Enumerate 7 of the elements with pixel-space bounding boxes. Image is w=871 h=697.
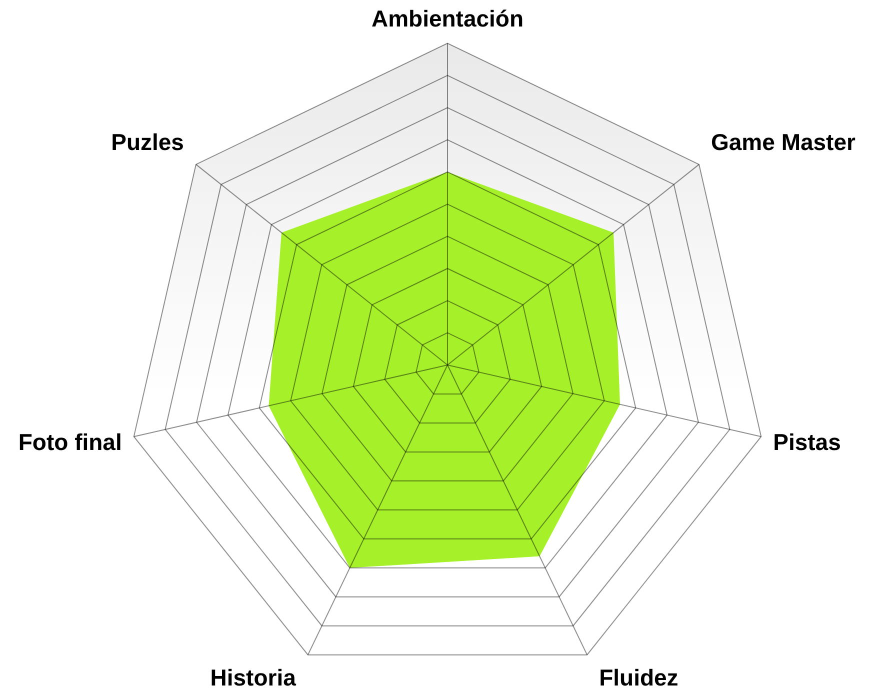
spoke-label: Puzles: [111, 128, 184, 155]
spoke-label: Ambientación: [371, 5, 524, 32]
spoke-label: Foto final: [18, 429, 122, 456]
spoke-label: Pistas: [773, 429, 841, 456]
spoke-label: Fluidez: [599, 664, 678, 690]
spoke-label: Historia: [210, 664, 296, 690]
spoke-label: Game Master: [711, 128, 856, 155]
